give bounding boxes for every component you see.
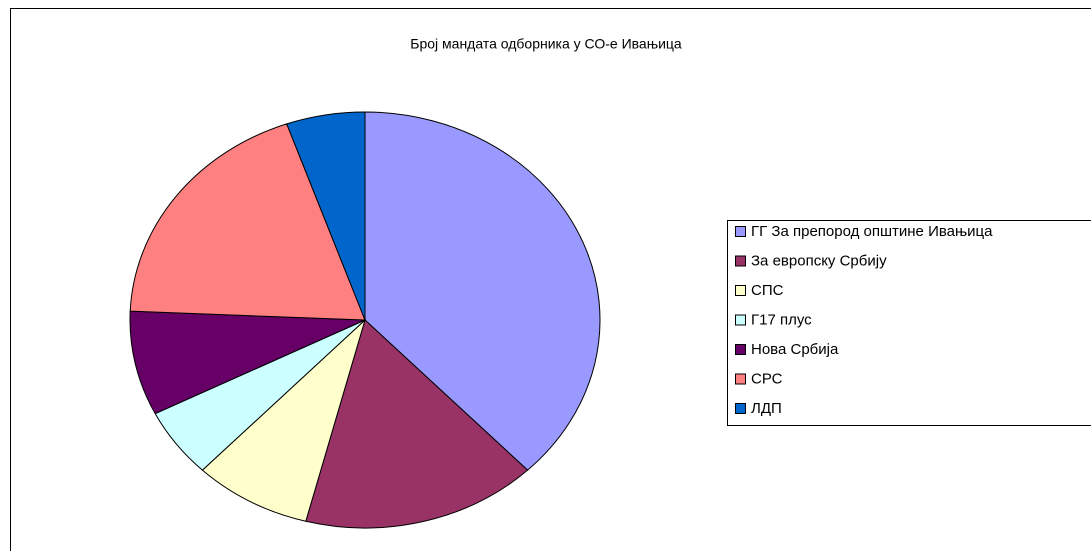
legend-swatch bbox=[735, 403, 746, 414]
legend-swatch bbox=[735, 344, 746, 355]
pie-slice bbox=[129, 123, 366, 321]
legend-swatch bbox=[735, 285, 746, 296]
legend-label: ЛДП bbox=[751, 400, 782, 417]
legend-label: Нова Србија bbox=[751, 341, 839, 358]
pie-slice bbox=[305, 319, 529, 529]
legend-swatch bbox=[735, 226, 746, 237]
legend-swatch bbox=[735, 255, 746, 267]
pie-slice bbox=[201, 318, 366, 522]
pie-slice bbox=[286, 111, 366, 321]
legend-box bbox=[727, 220, 1091, 426]
legend-label: За европску Србију bbox=[751, 252, 887, 269]
legend-swatch bbox=[735, 314, 746, 326]
legend-label: СРС bbox=[751, 370, 783, 387]
pie-slice bbox=[364, 111, 601, 471]
pie-slice bbox=[129, 310, 366, 415]
legend-swatch bbox=[735, 373, 746, 385]
legend-label: СПС bbox=[751, 282, 784, 299]
chart-title: Број мандата одборника у СО-е Ивањица bbox=[410, 36, 682, 52]
legend-label: ГГ За препород општине Ивањица bbox=[751, 223, 993, 240]
legend-label: Г17 плус bbox=[751, 311, 812, 328]
